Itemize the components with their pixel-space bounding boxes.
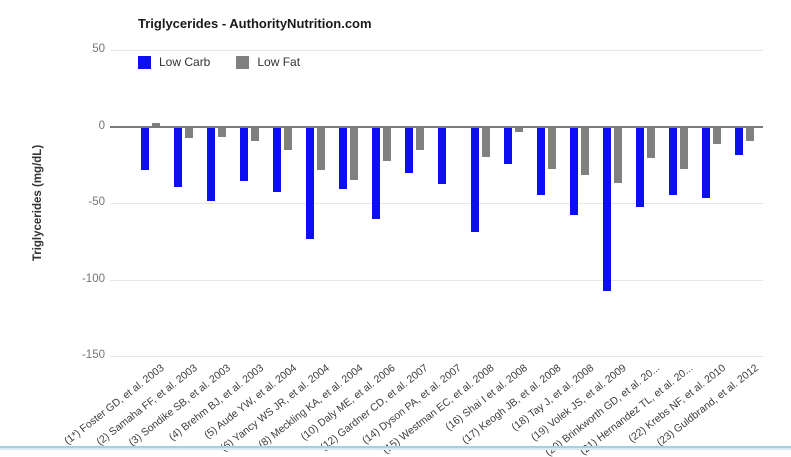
bar-low-carb: [339, 127, 347, 189]
y-tick-label: -50: [88, 196, 105, 208]
legend-item-low-carb: Low Carb: [138, 55, 210, 69]
chart-title: Triglycerides - AuthorityNutrition.com: [138, 16, 372, 31]
bar-low-fat: [482, 127, 490, 157]
bar-low-fat: [152, 123, 160, 127]
bar-low-fat: [647, 127, 655, 159]
bar-low-carb: [735, 127, 743, 156]
bar-low-carb: [636, 127, 644, 208]
y-tick-label: -100: [81, 272, 105, 285]
bar-low-fat: [746, 127, 754, 142]
bar-low-carb: [405, 127, 413, 174]
bar-low-fat: [251, 127, 259, 142]
divider-glow: [0, 448, 791, 450]
bar-low-carb: [702, 127, 710, 198]
zero-axis-line: [110, 125, 763, 128]
bar-low-carb: [174, 127, 182, 188]
bottom-divider: [0, 446, 791, 450]
bar-low-carb: [504, 127, 512, 165]
bar-low-fat: [713, 127, 721, 145]
legend-item-low-fat: Low Fat: [236, 55, 300, 69]
divider-line: [0, 446, 791, 448]
legend-label-low-fat: Low Fat: [257, 55, 301, 69]
low-carb-swatch-icon: [138, 55, 151, 69]
y-tick-label: 50: [92, 43, 105, 55]
bar-low-carb: [603, 127, 611, 292]
bar-low-fat: [350, 127, 358, 180]
bar-low-fat: [614, 127, 622, 183]
low-fat-swatch-icon: [236, 55, 250, 69]
gridline: [110, 50, 763, 51]
legend-label-low-carb: Low Carb: [159, 55, 211, 69]
bar-low-carb: [471, 127, 479, 232]
bar-low-fat: [515, 127, 523, 133]
bar-low-carb: [207, 127, 215, 201]
gridline: [110, 203, 763, 204]
y-tick-label: -150: [81, 349, 105, 361]
bar-low-fat: [581, 127, 589, 175]
bar-low-carb: [537, 127, 545, 195]
gridline: [110, 279, 763, 281]
bar-low-carb: [306, 127, 314, 240]
bar-low-fat: [383, 127, 391, 162]
bar-low-carb: [438, 127, 446, 185]
bar-low-fat: [416, 127, 424, 151]
bar-low-carb: [240, 127, 248, 182]
bar-low-carb: [570, 127, 578, 215]
gridline: [110, 356, 763, 357]
bar-low-carb: [273, 127, 281, 192]
bar-low-fat: [284, 127, 292, 151]
bar-low-fat: [218, 127, 226, 137]
bar-low-fat: [548, 127, 556, 169]
bar-low-carb: [141, 127, 149, 171]
chart-legend: Low Carb Low Fat: [138, 55, 300, 69]
bar-low-fat: [680, 127, 688, 169]
bar-low-fat: [185, 127, 193, 139]
bar-low-carb: [669, 127, 677, 195]
y-tick-label: 0: [98, 119, 105, 132]
bar-low-carb: [372, 127, 380, 220]
bar-low-fat: [317, 127, 325, 171]
